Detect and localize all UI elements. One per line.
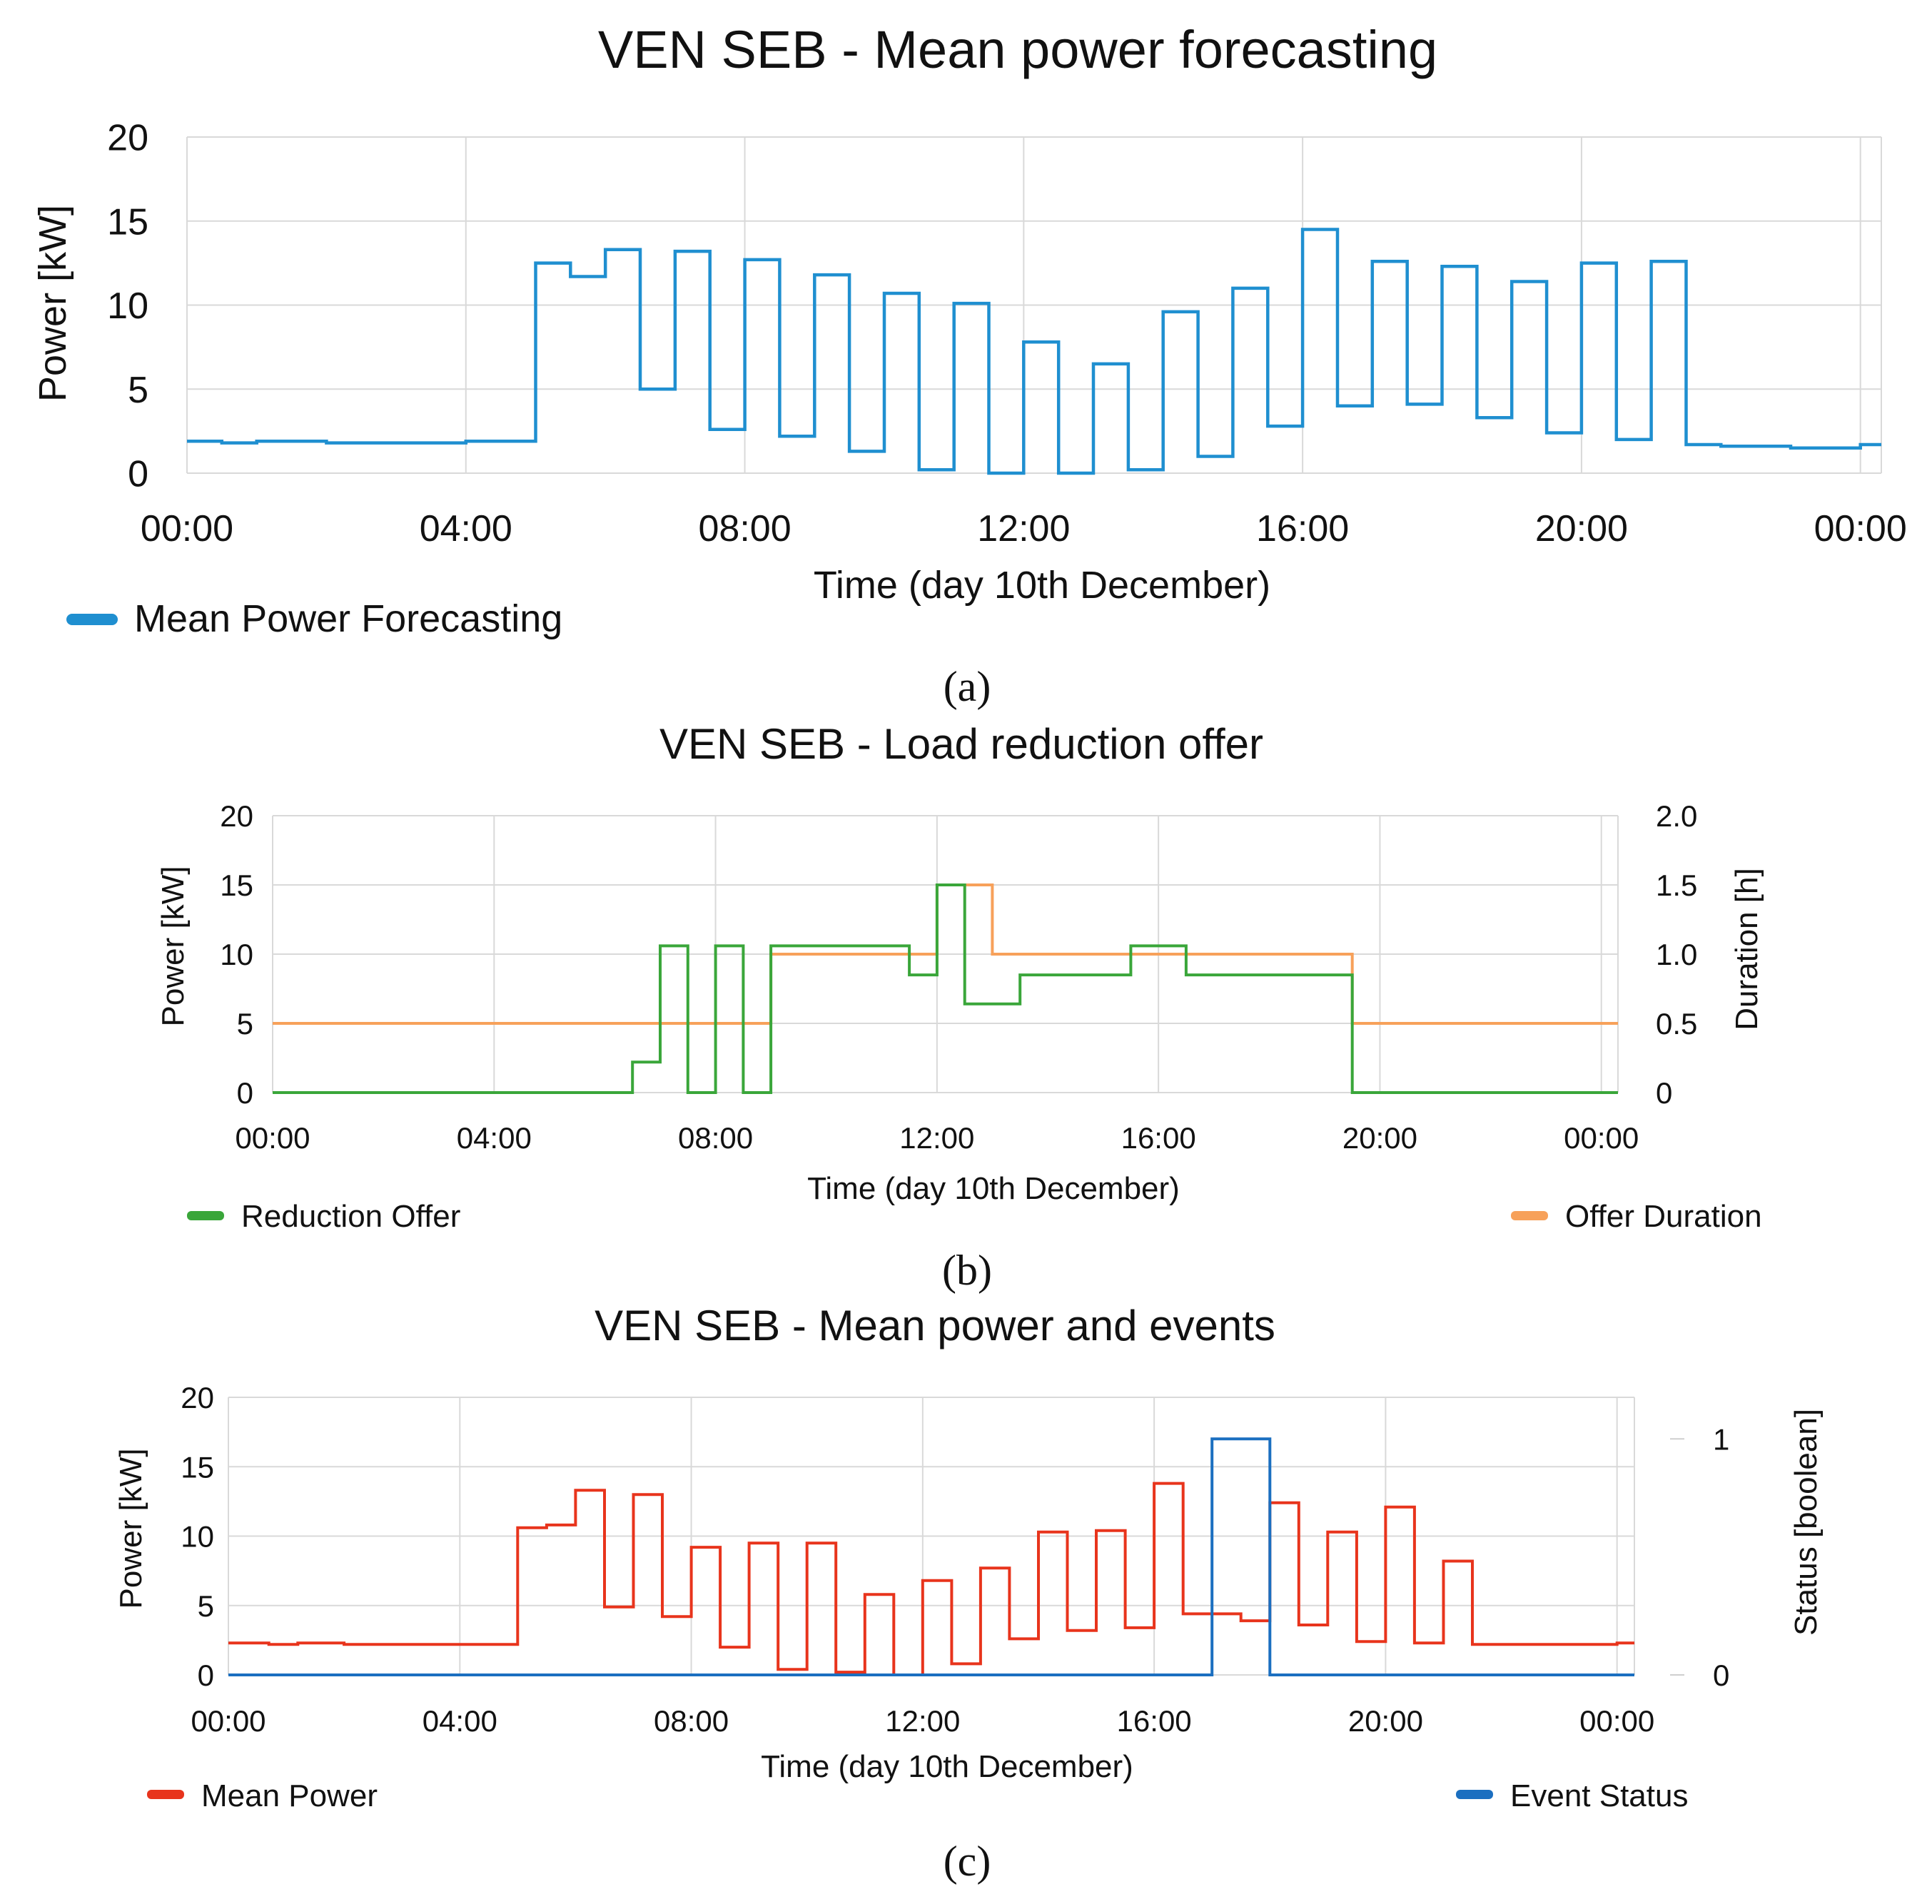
x-tick-label: 20:00 xyxy=(1348,1704,1423,1738)
x-tick-label: 00:00 xyxy=(1564,1121,1639,1155)
x-tick-label: 12:00 xyxy=(977,508,1070,550)
y-tick-label: 15 xyxy=(220,869,253,902)
x-tick-label: 04:00 xyxy=(457,1121,532,1155)
x-tick-label: 08:00 xyxy=(654,1704,729,1738)
y-tick-label: 10 xyxy=(220,938,253,971)
chart-a-legend-swatch-mean-power-forecasting xyxy=(66,614,118,625)
x-tick-label: 12:00 xyxy=(899,1121,974,1155)
chart-c-ylabel: Power [kW] xyxy=(113,1449,148,1609)
y-tick-label: 5 xyxy=(237,1007,253,1040)
y-tick-label: 20 xyxy=(220,799,253,833)
chart-b-xlabel: Time (day 10th December) xyxy=(807,1171,1180,1206)
chart-b-grid xyxy=(272,815,1619,1093)
chart-c-legend-swatch-event-status xyxy=(1456,1790,1493,1799)
chart-b-y-right-ticks: 0 0.5 1.0 1.5 2.0 xyxy=(1656,799,1697,1110)
chart-c-series-event-status xyxy=(228,1437,1634,1676)
y-tick-label: 10 xyxy=(181,1520,214,1554)
y-tick-label: 5 xyxy=(198,1589,214,1623)
chart-b: VEN SEB - Load reduction offer 05101520 … xyxy=(156,720,1764,1294)
y-tick-label: 10 xyxy=(107,285,148,327)
x-tick-label: 16:00 xyxy=(1256,508,1349,550)
chart-b-ylabel-right: Duration [h] xyxy=(1729,868,1764,1030)
chart-c-legend-label-mean-power: Mean Power xyxy=(201,1778,378,1813)
chart-b-series-reduction-offer xyxy=(273,883,1618,1094)
x-tick-label: 00:00 xyxy=(1814,508,1907,550)
chart-c-title: VEN SEB - Mean power and events xyxy=(595,1302,1275,1349)
y-right-tick-label: 0 xyxy=(1713,1659,1729,1692)
y-right-tick-label: 1 xyxy=(1713,1422,1729,1456)
chart-c-xlabel: Time (day 10th December) xyxy=(761,1749,1133,1784)
chart-c-legend-swatch-mean-power xyxy=(147,1790,184,1799)
x-tick-label: 16:00 xyxy=(1121,1121,1196,1155)
chart-b-legend-label-offer-duration: Offer Duration xyxy=(1565,1199,1762,1234)
chart-b-legend-swatch-offer-duration xyxy=(1511,1211,1548,1220)
y-tick-label: 15 xyxy=(107,201,148,243)
chart-b-y-ticks: 0 5 10 15 20 xyxy=(220,799,253,1110)
chart-b-ylabel: Power [kW] xyxy=(156,866,191,1027)
chart-c-subfigure-label: (c) xyxy=(944,1838,991,1885)
y-tick-label: 0 xyxy=(198,1659,214,1692)
chart-b-subfigure-label: (b) xyxy=(942,1247,992,1294)
chart-a-legend-label-mean-power-forecasting: Mean Power Forecasting xyxy=(134,597,562,640)
y-right-tick-label: 2.0 xyxy=(1656,799,1697,833)
x-tick-label: 00:00 xyxy=(1579,1704,1654,1738)
chart-a-xlabel: Time (day 10th December) xyxy=(814,564,1270,607)
chart-c-y-right-ticks: 01 xyxy=(1670,1422,1729,1692)
y-tick-label: 20 xyxy=(181,1381,214,1414)
chart-c-legend-label-event-status: Event Status xyxy=(1510,1778,1688,1813)
y-right-tick-label: 0.5 xyxy=(1656,1007,1697,1040)
chart-b-x-ticks: 00:00 04:00 08:00 12:00 16:00 20:00 00:00 xyxy=(235,1121,1639,1155)
x-tick-label: 00:00 xyxy=(235,1121,310,1155)
y-tick-label: 5 xyxy=(128,370,148,411)
y-tick-label: 20 xyxy=(107,118,148,159)
x-tick-label: 16:00 xyxy=(1117,1704,1192,1738)
chart-a-series-mean-power-forecasting xyxy=(187,228,1881,475)
x-tick-label: 04:00 xyxy=(423,1704,497,1738)
x-tick-label: 00:00 xyxy=(141,508,233,550)
y-right-tick-label: 1.5 xyxy=(1656,869,1697,902)
chart-c-ylabel-right: Status [boolean] xyxy=(1789,1409,1824,1636)
chart-b-legend-swatch-reduction-offer xyxy=(187,1211,224,1220)
x-tick-label: 20:00 xyxy=(1342,1121,1417,1155)
chart-a: VEN SEB - Mean power forecasting 0 5 10 15 2… xyxy=(31,20,1907,710)
x-tick-label: 12:00 xyxy=(885,1704,960,1738)
chart-c-x-ticks: 00:00 04:00 08:00 12:00 16:00 20:00 00:00 xyxy=(191,1704,1654,1738)
chart-a-title: VEN SEB - Mean power forecasting xyxy=(598,20,1437,79)
chart-b-title: VEN SEB - Load reduction offer xyxy=(659,720,1263,768)
x-tick-label: 04:00 xyxy=(420,508,512,550)
y-tick-label: 0 xyxy=(237,1076,253,1110)
chart-a-ylabel: Power [kW] xyxy=(31,205,74,402)
x-tick-label: 08:00 xyxy=(678,1121,753,1155)
x-tick-label: 08:00 xyxy=(698,508,791,550)
y-right-tick-label: 0 xyxy=(1656,1076,1672,1110)
chart-a-x-ticks: 00:00 04:00 08:00 12:00 16:00 20:00 00:00 xyxy=(141,508,1907,550)
chart-c-grid xyxy=(228,1397,1635,1676)
chart-a-grid xyxy=(186,136,1882,474)
x-tick-label: 00:00 xyxy=(191,1704,265,1738)
chart-a-y-ticks: 0 5 10 15 20 xyxy=(107,118,148,495)
chart-c-y-ticks: 0 5 10 15 20 xyxy=(181,1381,214,1692)
chart-c: VEN SEB - Mean power and events 05101520… xyxy=(113,1302,1824,1885)
chart-a-subfigure-label: (a) xyxy=(944,663,991,710)
y-tick-label: 15 xyxy=(181,1450,214,1484)
x-tick-label: 20:00 xyxy=(1535,508,1628,550)
y-right-tick-label: 1.0 xyxy=(1656,938,1697,971)
chart-c-series-mean-power xyxy=(228,1482,1634,1676)
chart-b-legend-label-reduction-offer: Reduction Offer xyxy=(241,1199,460,1234)
y-tick-label: 0 xyxy=(128,454,148,495)
